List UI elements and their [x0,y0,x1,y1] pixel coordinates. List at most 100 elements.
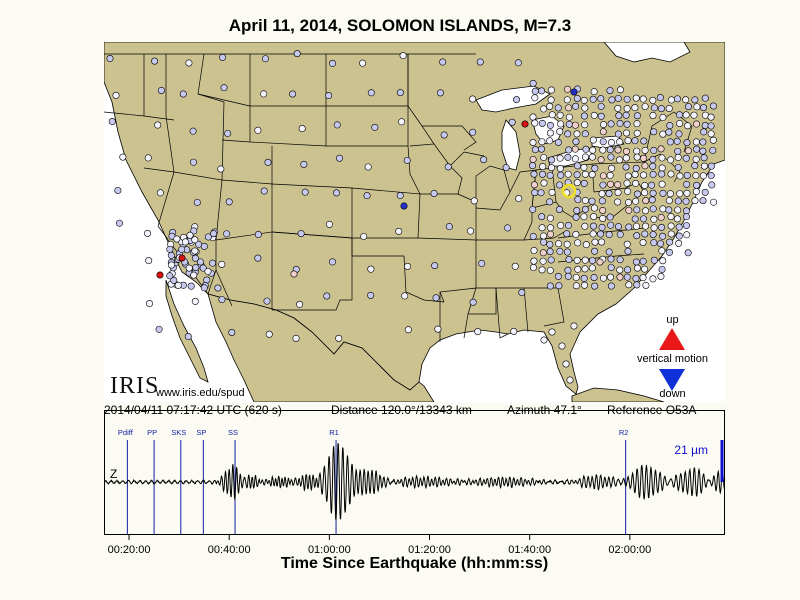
station-dot [676,172,684,180]
station-dot [173,235,181,243]
station-dot [254,126,262,134]
station-dot [615,112,623,120]
station-dot [632,222,640,230]
station-dot [590,273,598,281]
station-dot [398,118,406,126]
station-dot [667,230,675,238]
station-dot [114,186,122,194]
station-dot [181,238,189,246]
station-dot [656,240,664,248]
station-dot [290,270,298,278]
station-dot [367,89,375,97]
station-dot [598,238,606,246]
station-dot [657,105,665,113]
station-dot [367,265,375,273]
station-dot [624,172,632,180]
station-dot [572,213,580,221]
station-dot [608,164,616,172]
station-dot [588,264,596,272]
station-dot [531,87,539,95]
station-dot [199,264,207,272]
station-dot [510,327,518,335]
station-dot [335,334,343,342]
station-dot [467,227,475,235]
phase-label-ss: SS [228,428,238,437]
station-dot [650,128,658,136]
station-dot [193,198,201,206]
station-dot [614,130,622,138]
station-dot [478,259,486,267]
station-dot [189,158,197,166]
station-dot [563,230,571,238]
station-dot [591,164,599,172]
station-dot [675,232,683,240]
station-dot [707,162,715,170]
station-dot [546,171,554,179]
station-dot [531,94,539,102]
station-dot [556,154,564,162]
station-dot [548,111,556,119]
station-dot [693,145,701,153]
station-dot [588,257,596,265]
station-dot [656,94,664,102]
station-dot [144,229,152,237]
station-dot [708,181,716,189]
station-dot [606,213,614,221]
station-dot [156,271,164,279]
station-dot [191,247,199,255]
station-dot [640,171,648,179]
station-dot [616,156,624,164]
station-dot [168,261,176,269]
station-dot [616,138,624,146]
station-dot [658,265,666,273]
station-dot [547,96,555,104]
station-dot [564,266,572,274]
station-dot [683,139,691,147]
legend-up-label: up [666,314,679,326]
station-dot [622,111,630,119]
station-dot [574,162,582,170]
station-dot [529,264,537,272]
station-dot [674,206,682,214]
station-dot [649,205,657,213]
station-dot [709,136,717,144]
station-dot [563,248,571,256]
reference-station-o53a [561,183,577,199]
station-dot [178,245,186,253]
station-dot [606,146,614,154]
station-dot [597,112,605,120]
station-dot [538,266,546,274]
station-dot [699,138,707,146]
station-dot [538,87,546,95]
station-dot [218,296,226,304]
station-dot [573,179,581,187]
x-tick-label: 01:00:00 [308,544,351,556]
station-dot [570,88,578,96]
station-dot [364,163,372,171]
station-dot [691,197,699,205]
station-dot [440,131,448,139]
station-dot [155,325,163,333]
station-dot [640,215,648,223]
station-dot [554,138,562,146]
station-dot [607,273,615,281]
station-dot [445,223,453,231]
station-dot [431,262,439,270]
station-dot [591,238,599,246]
station-dot [640,154,648,162]
station-dot [641,265,649,273]
station-dot [562,360,570,368]
station-dot [649,111,657,119]
station-dot [659,113,667,121]
station-dot [659,189,667,197]
station-dot [659,232,667,240]
station-dot [214,284,222,292]
station-dot [631,215,639,223]
station-dot [649,275,657,283]
station-dot [546,198,554,206]
station-dot [631,137,639,145]
station-dot [650,256,658,264]
station-dot [648,181,656,189]
station-dot [657,272,665,280]
station-dot [607,139,615,147]
